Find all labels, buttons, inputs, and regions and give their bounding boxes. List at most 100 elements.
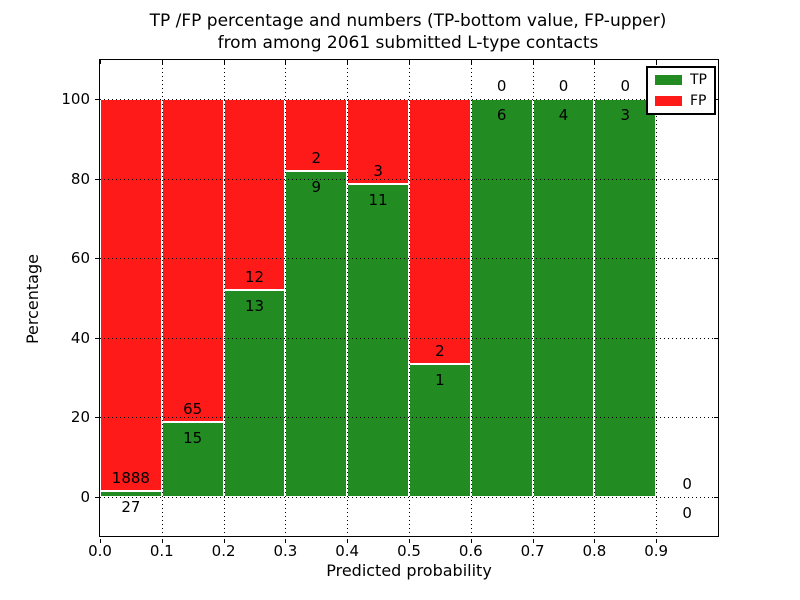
tp-count-label: 11: [368, 191, 388, 210]
x-tick-label: 0.3: [273, 542, 298, 560]
fp-count-label: 2: [435, 342, 445, 361]
x-gridline: [161, 60, 163, 536]
x-gridline: [409, 60, 410, 536]
bar-segment-fp: [223, 99, 286, 290]
x-gridline: [470, 60, 472, 536]
y-tick-label: 80: [70, 169, 90, 188]
x-tick-label: 0.8: [582, 542, 607, 560]
x-tickmark-top: [347, 60, 349, 64]
tp-count-label: 9: [311, 178, 322, 197]
fp-count-label: 12: [244, 268, 265, 286]
fp-count-label: 0: [682, 475, 692, 493]
x-tick-label: 0.2: [211, 542, 236, 560]
bar-segment-fp: [285, 99, 348, 172]
y-tickmark-right: [714, 417, 718, 419]
bar-segment-tp: [100, 491, 162, 497]
x-gridline: [532, 60, 534, 536]
y-tickmark-right: [714, 337, 718, 339]
x-tick-label: 0.1: [149, 542, 174, 560]
x-tick-label: 0.4: [335, 542, 360, 560]
y-gridline: [100, 178, 718, 180]
fp-count-label: 1888: [111, 469, 150, 488]
y-tick-label: 100: [61, 90, 90, 108]
legend-swatch-fp: [655, 96, 682, 106]
x-tickmark-top: [409, 60, 410, 64]
x-tickmark: [470, 539, 472, 543]
x-tickmark-top: [532, 60, 534, 64]
bar-segment-tp: [532, 99, 595, 497]
x-tick-label: 0.6: [458, 542, 483, 560]
x-tickmark-top: [594, 60, 596, 64]
tp-count-label: 15: [183, 429, 203, 448]
x-tickmark-top: [100, 60, 101, 64]
bar-segment-tp: [223, 290, 286, 497]
x-tick-label: 0.0: [88, 542, 112, 560]
tp-count-label: 13: [244, 297, 265, 315]
bar-segment-fp: [100, 99, 162, 492]
y-tick-label: 60: [70, 249, 90, 268]
y-gridline: [100, 497, 718, 498]
y-gridline: [100, 417, 718, 419]
y-tick-label: 0: [80, 488, 90, 506]
tp-count-label: 0: [682, 504, 692, 522]
y-gridline: [100, 99, 718, 100]
y-tick-label: 40: [70, 328, 90, 347]
fp-count-label: 65: [183, 400, 203, 419]
bar-segment-tp: [161, 422, 224, 497]
x-tickmark: [409, 539, 410, 543]
y-gridline: [100, 337, 718, 339]
x-tickmark: [100, 539, 101, 543]
legend: TP FP: [646, 66, 716, 115]
x-tickmark: [532, 539, 534, 543]
chart-title-line2: from among 2061 submitted L-type contact…: [217, 33, 599, 53]
y-tick-label: 20: [70, 408, 90, 427]
fp-count-label: 0: [620, 77, 631, 95]
tp-count-label: 27: [121, 498, 141, 517]
plot-area: 1888 27 65 15 12 13 2 9 3 11 2 1 0 6 0 4 0 3 0 0: [99, 59, 719, 537]
x-axis-label: Predicted probability: [326, 561, 492, 580]
legend-swatch-tp: [655, 75, 682, 85]
x-tick-label: 0.9: [644, 542, 669, 560]
y-tickmark: [95, 99, 99, 100]
fp-count-label: 0: [558, 77, 569, 95]
y-tickmark-right: [714, 497, 718, 498]
x-tickmark-top: [656, 60, 658, 64]
bar-segment-fp: [409, 99, 471, 365]
fp-count-label: 0: [496, 77, 507, 95]
x-tickmark: [161, 539, 163, 543]
y-axis-label: Percentage: [23, 254, 42, 345]
x-tick-label: 0.7: [520, 542, 545, 560]
y-tickmark: [95, 178, 99, 180]
bar-segment-tp: [470, 99, 533, 497]
bar-segment-tp: [285, 171, 348, 497]
tp-count-label: 4: [558, 106, 569, 124]
y-tickmark-right: [714, 178, 718, 180]
bar-segment-tp: [409, 364, 471, 497]
y-tickmark-right: [714, 99, 718, 100]
x-gridline: [347, 60, 349, 536]
legend-item: TP: [655, 73, 707, 87]
y-tickmark: [95, 258, 99, 260]
bar-segment-tp: [347, 184, 409, 497]
x-tickmark: [594, 539, 596, 543]
legend-item: FP: [655, 94, 707, 108]
chart-title: TP /FP percentage and numbers (TP-bottom…: [8, 10, 800, 54]
bar-segment-fp: [161, 99, 224, 423]
x-tickmark-top: [223, 60, 225, 64]
x-tickmark: [347, 539, 349, 543]
x-tickmark-top: [161, 60, 163, 64]
y-tickmark: [95, 337, 99, 339]
tp-count-label: 1: [435, 371, 445, 390]
bar-segment-tp: [594, 99, 657, 497]
x-tick-label: 0.5: [397, 542, 421, 560]
x-gridline: [285, 60, 287, 536]
legend-label: FP: [690, 93, 707, 109]
y-tickmark: [95, 497, 99, 498]
x-tickmark: [656, 539, 658, 543]
y-tickmark-right: [714, 258, 718, 260]
x-gridline: [656, 60, 658, 536]
x-tickmark-top: [285, 60, 287, 64]
tp-count-label: 6: [496, 106, 507, 124]
fp-count-label: 3: [373, 162, 383, 181]
